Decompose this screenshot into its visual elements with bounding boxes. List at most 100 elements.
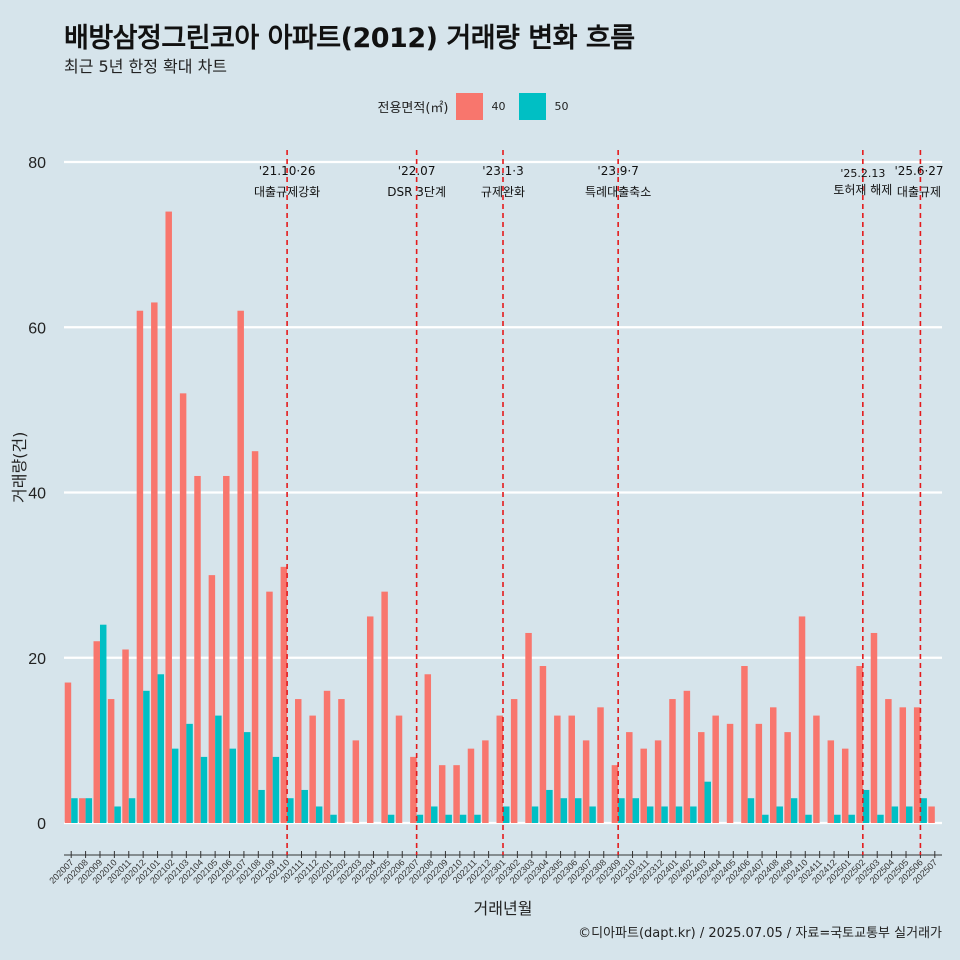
bar-50-202105 <box>215 715 222 823</box>
bar-40-202109 <box>266 591 273 823</box>
bar-40-202312 <box>654 740 662 824</box>
y-tick-label: 0 <box>37 816 46 833</box>
bar-50-202007 <box>71 798 78 823</box>
legend-label-50: 50 <box>554 100 569 113</box>
y-tick-label: 60 <box>28 320 46 337</box>
bar-40-202305 <box>554 715 561 823</box>
bar-40-202008 <box>79 798 86 823</box>
bar-40-202301 <box>496 715 503 823</box>
bar-40-202409 <box>784 732 791 823</box>
bar-50-202309 <box>618 798 625 823</box>
bar-50-202011 <box>128 798 136 823</box>
bar-40-202203 <box>352 740 360 824</box>
bar-40-202401 <box>669 699 676 823</box>
bar-40-202307 <box>582 740 590 824</box>
bar-40-202402 <box>683 690 691 823</box>
bar-50-202409 <box>790 798 798 823</box>
bar-40-202107 <box>237 310 244 824</box>
bar-50-202403 <box>704 781 711 823</box>
bar-50-202008 <box>85 798 93 823</box>
bar-40-202502 <box>856 666 863 823</box>
bar-40-202411 <box>813 715 820 823</box>
bar-50-202310 <box>632 798 640 823</box>
bar-40-202010 <box>107 699 115 823</box>
bar-50-202211 <box>474 814 481 823</box>
bar-40-202206 <box>395 715 403 823</box>
bar-50-202501 <box>848 814 855 823</box>
bar-50-202201 <box>330 814 337 823</box>
bar-50-202209 <box>445 814 452 823</box>
bar-50-202101 <box>157 674 165 823</box>
legend-label-40: 40 <box>491 100 506 113</box>
bar-40-202302 <box>510 699 518 823</box>
bar-40-202007 <box>64 682 72 823</box>
bar-40-202405 <box>726 723 734 823</box>
bar-40-202306 <box>568 715 575 823</box>
bar-40-202309 <box>611 765 619 823</box>
bar-50-202110 <box>287 798 294 823</box>
bar-50-202303 <box>531 806 539 823</box>
bar-50-202107 <box>243 732 251 823</box>
event-date: '21.10·26 <box>259 164 316 178</box>
y-axis-label: 거래량(건) <box>10 431 29 503</box>
event-label: 특례대출축소 <box>585 185 651 199</box>
legend-key-40 <box>456 93 484 120</box>
bar-40-202310 <box>626 732 633 823</box>
bar-40-202201 <box>323 690 331 823</box>
bar-40-202311 <box>640 748 647 823</box>
source-caption: ©디아파트(dapt.kr) / 2025.07.05 / 자료=국토교통부 실… <box>578 926 942 941</box>
bar-50-202208 <box>431 806 438 823</box>
bar-40-202308 <box>597 707 604 823</box>
bar-50-202406 <box>747 798 755 823</box>
bar-40-202412 <box>827 740 835 824</box>
bar-40-202212 <box>482 740 489 824</box>
bar-40-202103 <box>179 393 187 823</box>
bar-40-202503 <box>870 632 878 823</box>
bar-40-202111 <box>295 699 302 823</box>
bar-50-202112 <box>315 806 323 823</box>
bar-50-202412 <box>834 814 841 823</box>
bar-40-202403 <box>698 732 705 823</box>
bar-50-202402 <box>690 806 697 823</box>
bar-50-202506 <box>920 798 927 823</box>
bar-40-202012 <box>136 310 144 824</box>
bar-40-202009 <box>93 641 100 823</box>
bar-50-202108 <box>258 789 265 823</box>
bar-50-202103 <box>186 723 193 823</box>
chart-subtitle: 최근 5년 한정 확대 차트 <box>64 57 228 76</box>
bar-50-202106 <box>229 748 236 823</box>
bar-50-202207 <box>416 814 424 823</box>
bar-40-202106 <box>223 475 230 823</box>
bar-40-202105 <box>208 575 216 824</box>
bar-50-202205 <box>387 814 395 823</box>
event-label: 대출규제강화 <box>254 185 320 199</box>
bar-40-202210 <box>453 765 460 823</box>
bar-40-202108 <box>251 451 259 823</box>
x-axis-title: 거래년월 <box>474 899 533 918</box>
bar-50-202305 <box>560 798 568 823</box>
legend: 전용면적(㎡) 40 50 <box>0 93 960 120</box>
bar-40-202406 <box>741 666 748 823</box>
bar-40-202208 <box>424 674 432 823</box>
event-date: '22.07 <box>398 164 436 178</box>
bar-50-202301 <box>503 806 510 823</box>
y-tick-label: 80 <box>28 155 46 172</box>
bar-40-202404 <box>712 715 719 823</box>
bar-40-202110 <box>280 566 288 823</box>
bar-40-202211 <box>467 748 475 823</box>
bar-40-202102 <box>165 211 172 823</box>
bar-40-202506 <box>913 707 921 823</box>
bar-50-202307 <box>589 806 596 823</box>
bar-50-202111 <box>301 789 308 823</box>
legend-title: 전용면적(㎡) <box>377 101 449 116</box>
bar-50-202312 <box>661 806 668 823</box>
chart-title: 배방삼정그린코아 아파트(2012) 거래량 변화 흐름 <box>64 23 635 54</box>
legend-key-50 <box>519 93 547 120</box>
y-tick-label: 20 <box>28 651 46 668</box>
y-tick-label: 40 <box>28 486 46 503</box>
bar-50-202109 <box>272 756 280 823</box>
bar-50-202012 <box>143 690 150 823</box>
bar-50-202503 <box>877 814 884 823</box>
bar-50-202401 <box>675 806 683 823</box>
